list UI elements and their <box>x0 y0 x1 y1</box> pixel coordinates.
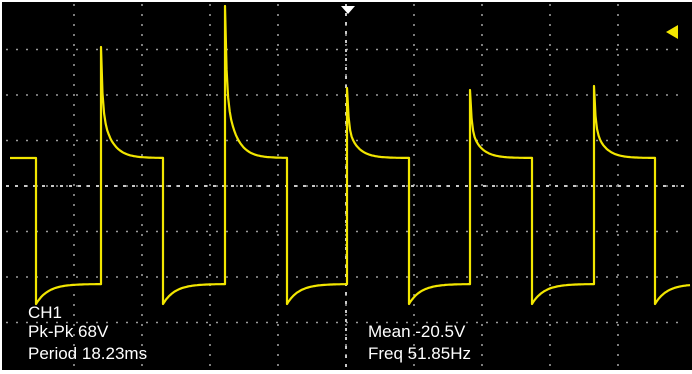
trigger-level-marker-icon <box>666 25 678 39</box>
pk-pk-readout: Pk-Pk 68V <box>28 322 109 341</box>
period-readout: Period 18.23ms <box>28 344 147 363</box>
ch1-waveform-trace <box>10 4 691 306</box>
channel-label: CH1 <box>28 303 62 322</box>
measurement-readout: CH1 Pk-Pk 68V Period 18.23ms Mean -20.5V… <box>28 303 471 363</box>
freq-readout: Freq 51.85Hz <box>368 344 471 363</box>
trigger-position-marker-icon <box>341 6 355 14</box>
mean-readout: Mean -20.5V <box>368 322 466 341</box>
